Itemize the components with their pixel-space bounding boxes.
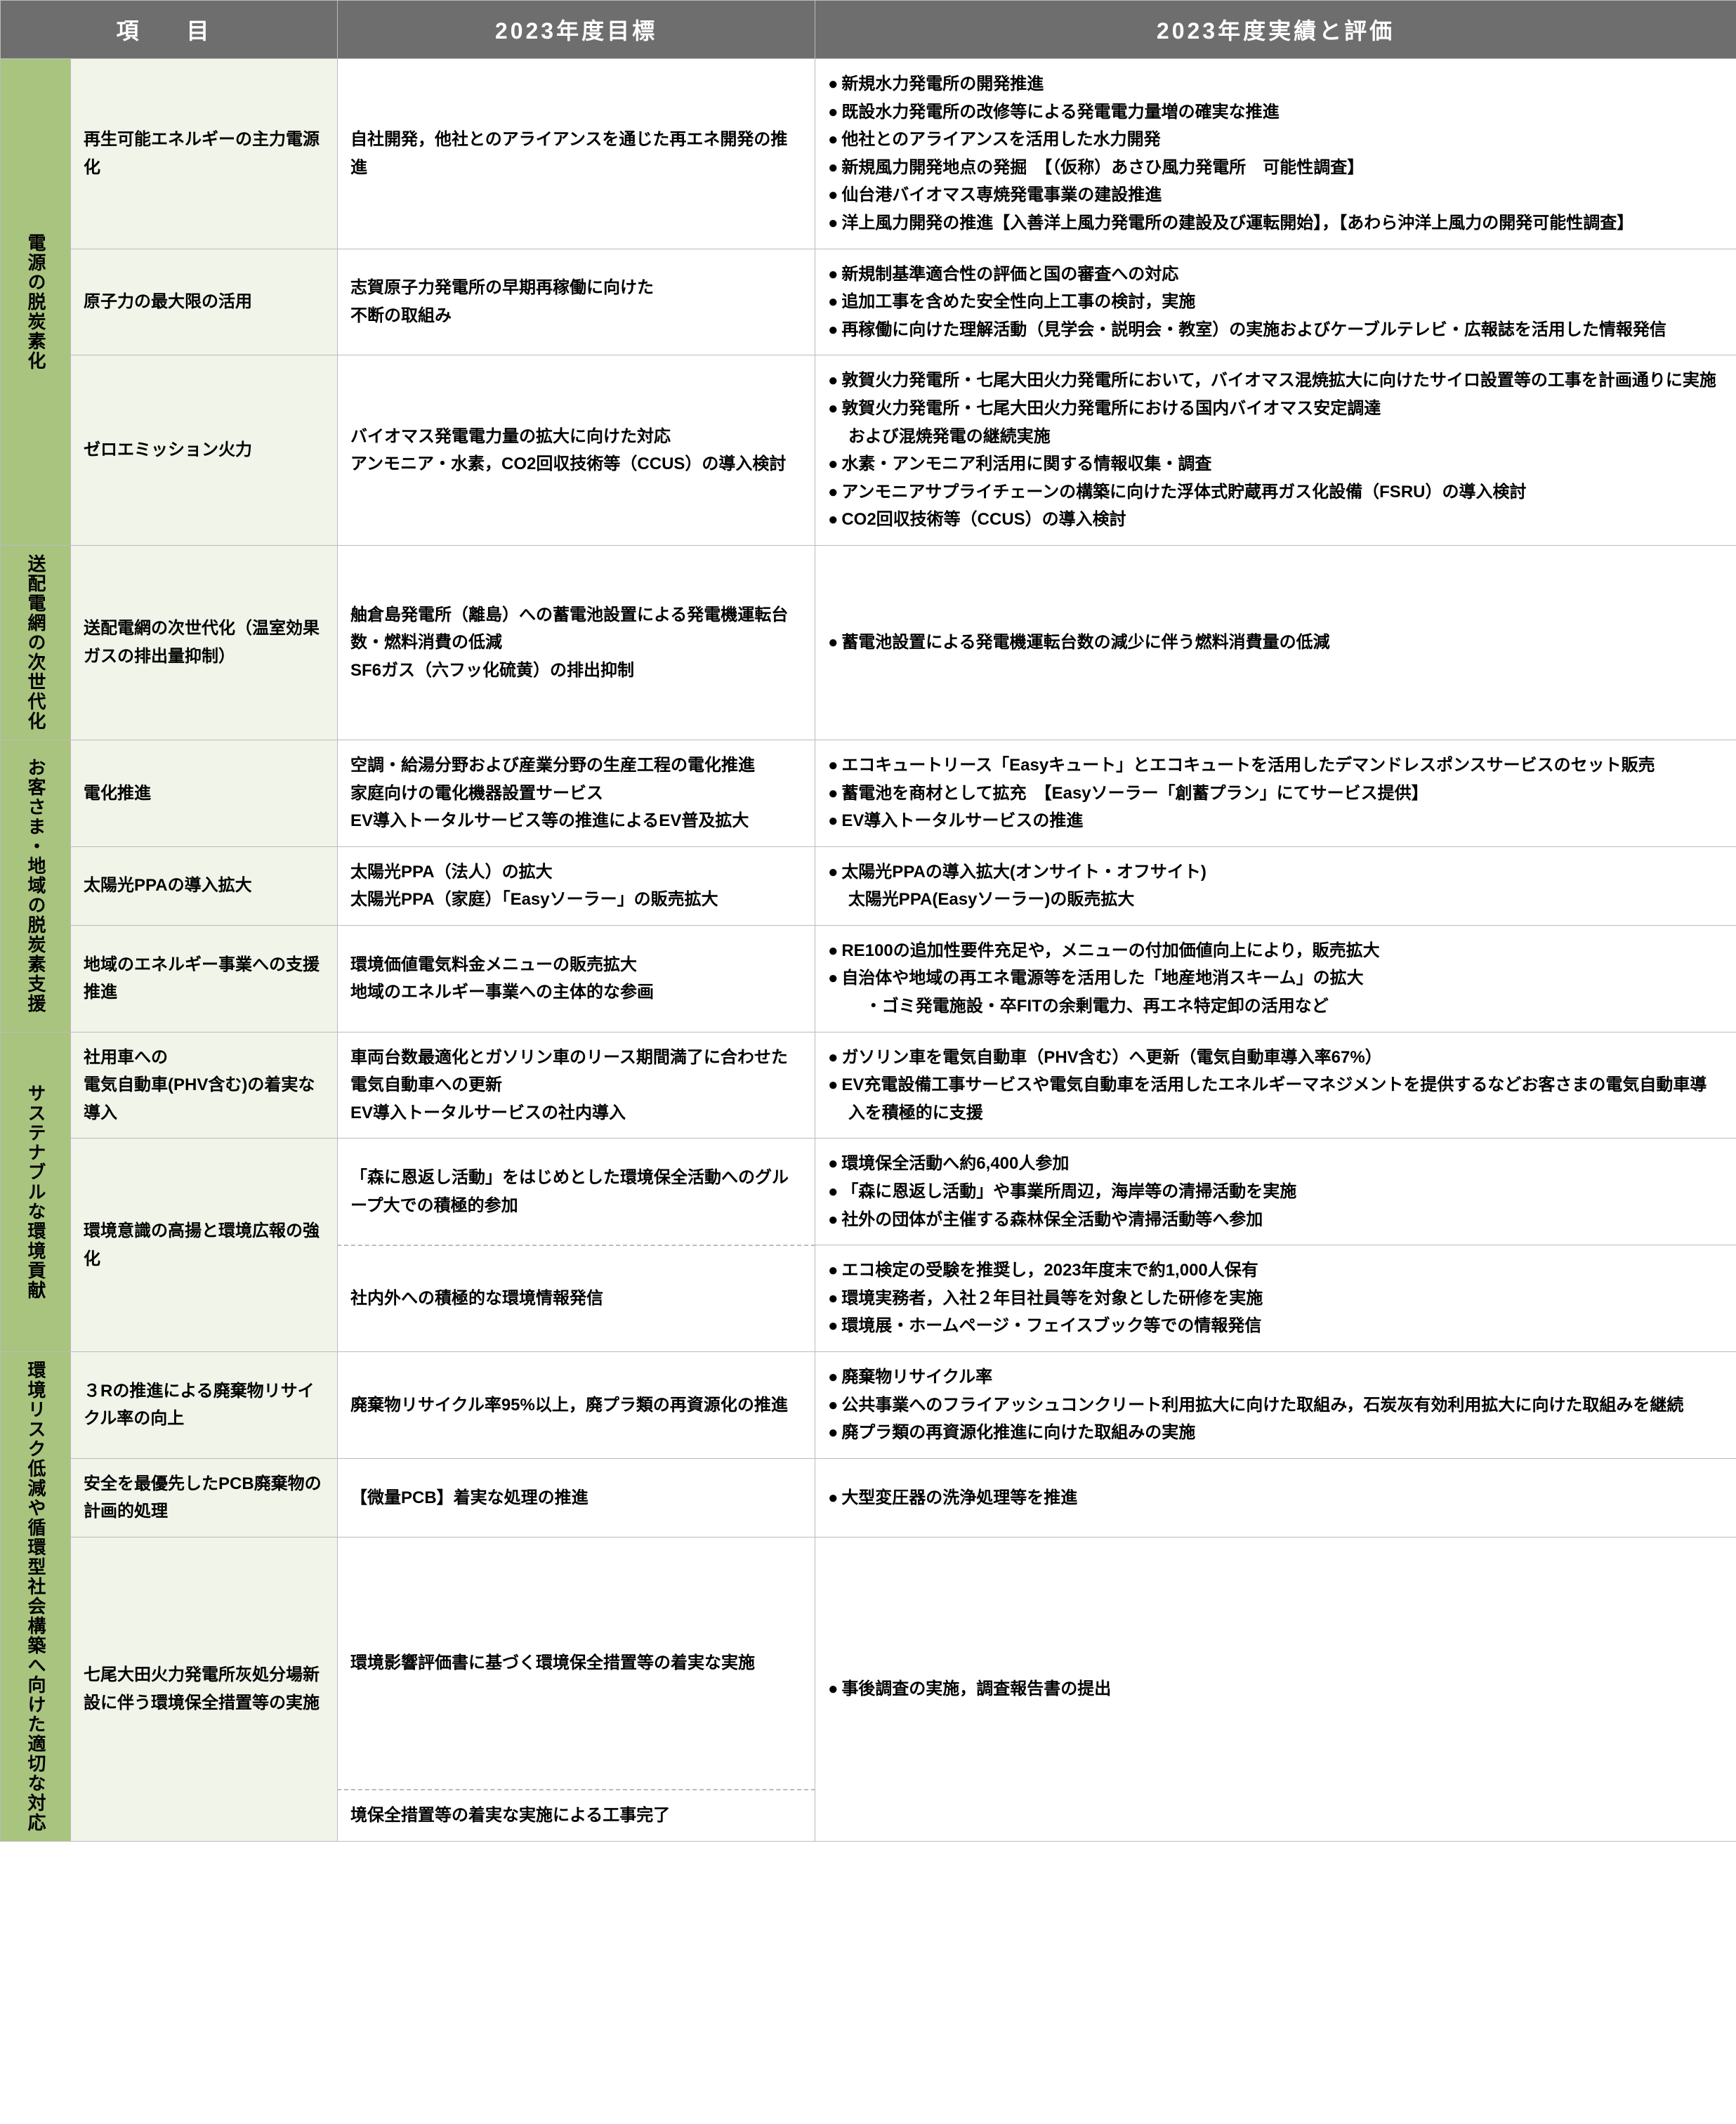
table-row: ゼロエミッション火力バイオマス発電電力量の拡大に向けた対応アンモニア・水素，CO… <box>1 355 1736 546</box>
target-cell: 環境価値電気料金メニューの販売拡大地域のエネルギー事業への主体的な参画 <box>338 925 815 1032</box>
subcategory-cell: 安全を最優先したPCB廃棄物の計画的処理 <box>71 1458 338 1537</box>
result-cell: 敦賀火力発電所・七尾大田火力発電所において，バイオマス混焼拡大に向けたサイロ設置… <box>815 355 1736 546</box>
subcategory-cell: 社用車への電気自動車(PHV含む)の着実な導入 <box>71 1032 338 1139</box>
target-cell: 自社開発，他社とのアライアンスを通じた再エネ開発の推進 <box>338 59 815 249</box>
subcategory-cell: 太陽光PPAの導入拡大 <box>71 846 338 925</box>
category-cell: 電源の脱炭素化 <box>1 59 71 546</box>
subcategory-cell: 地域のエネルギー事業への支援推進 <box>71 925 338 1032</box>
target-cell: 車両台数最適化とガソリン車のリース期間満了に合わせた電気自動車への更新EV導入ト… <box>338 1032 815 1139</box>
result-cell: 大型変圧器の洗浄処理等を推進 <box>815 1458 1736 1537</box>
table-row: 送配電網の次世代化送配電網の次世代化（温室効果ガスの排出量抑制）舳倉島発電所（離… <box>1 545 1736 740</box>
result-cell: エコ検定の受験を推奨し，2023年度末で約1,000人保有環境実務者，入社２年目… <box>815 1245 1736 1352</box>
result-cell: ガソリン車を電気自動車（PHV含む）へ更新（電気自動車導入率67%）EV充電設備… <box>815 1032 1736 1139</box>
target-cell: 環境影響評価書に基づく環境保全措置等の着実な実施 <box>338 1537 815 1790</box>
result-cell: RE100の追加性要件充足や，メニューの付加価値向上により，販売拡大自治体や地域… <box>815 925 1736 1032</box>
result-cell: エコキュートリース「Easyキュート」とエコキュートを活用したデマンドレスポンス… <box>815 740 1736 846</box>
target-cell: 志賀原子力発電所の早期再稼働に向けた不断の取組み <box>338 249 815 355</box>
subcategory-cell: 電化推進 <box>71 740 338 846</box>
target-cell: バイオマス発電電力量の拡大に向けた対応アンモニア・水素，CO2回収技術等（CCU… <box>338 355 815 546</box>
subcategory-cell: 環境意識の高揚と環境広報の強化 <box>71 1139 338 1352</box>
target-cell: 社内外への積極的な環境情報発信 <box>338 1245 815 1352</box>
target-cell: 太陽光PPA（法人）の拡大太陽光PPA（家庭）「Easyソーラー」の販売拡大 <box>338 846 815 925</box>
result-cell: 太陽光PPAの導入拡大(オンサイト・オフサイト)太陽光PPA(Easyソーラー)… <box>815 846 1736 925</box>
header-row: 項 目 2023年度目標 2023年度実績と評価 <box>1 1 1736 59</box>
table-row: 環境リスク低減や循環型社会構築へ向けた適切な対応３Rの推進による廃棄物リサイクル… <box>1 1352 1736 1459</box>
result-cell: 新規制基準適合性の評価と国の審査への対応追加工事を含めた安全性向上工事の検討，実… <box>815 249 1736 355</box>
target-cell: 舳倉島発電所（離島）への蓄電池設置による発電機運転台数・燃料消費の低減SF6ガス… <box>338 545 815 740</box>
result-cell: 事後調査の実施，調査報告書の提出 <box>815 1537 1736 1841</box>
target-cell: 空調・給湯分野および産業分野の生産工程の電化推進家庭向けの電化機器設置サービスE… <box>338 740 815 846</box>
category-cell: お客さま・地域の脱炭素支援 <box>1 740 71 1032</box>
subcategory-cell: 送配電網の次世代化（温室効果ガスの排出量抑制） <box>71 545 338 740</box>
table-row: 七尾大田火力発電所灰処分場新設に伴う環境保全措置等の実施環境影響評価書に基づく環… <box>1 1537 1736 1790</box>
target-cell: 廃棄物リサイクル率95%以上，廃プラ類の再資源化の推進 <box>338 1352 815 1459</box>
subcategory-cell: ゼロエミッション火力 <box>71 355 338 546</box>
table-row: 電源の脱炭素化再生可能エネルギーの主力電源化自社開発，他社とのアライアンスを通じ… <box>1 59 1736 249</box>
target-cell: 【微量PCB】着実な処理の推進 <box>338 1458 815 1537</box>
table-row: 太陽光PPAの導入拡大太陽光PPA（法人）の拡大太陽光PPA（家庭）「Easyソ… <box>1 846 1736 925</box>
category-cell: サステナブルな環境貢献 <box>1 1032 71 1351</box>
category-cell: 環境リスク低減や循環型社会構築へ向けた適切な対応 <box>1 1352 71 1842</box>
subcategory-cell: 再生可能エネルギーの主力電源化 <box>71 59 338 249</box>
header-result: 2023年度実績と評価 <box>815 1 1736 59</box>
header-target: 2023年度目標 <box>338 1 815 59</box>
table-row: 安全を最優先したPCB廃棄物の計画的処理【微量PCB】着実な処理の推進大型変圧器… <box>1 1458 1736 1537</box>
table-row: 地域のエネルギー事業への支援推進環境価値電気料金メニューの販売拡大地域のエネルギ… <box>1 925 1736 1032</box>
target-cell: 境保全措置等の着実な実施による工事完了 <box>338 1790 815 1841</box>
env-targets-table: 項 目 2023年度目標 2023年度実績と評価 電源の脱炭素化再生可能エネルギ… <box>0 0 1736 1842</box>
result-cell: 廃棄物リサイクル率公共事業へのフライアッシュコンクリート利用拡大に向けた取組み，… <box>815 1352 1736 1459</box>
result-cell: 蓄電池設置による発電機運転台数の減少に伴う燃料消費量の低減 <box>815 545 1736 740</box>
subcategory-cell: 原子力の最大限の活用 <box>71 249 338 355</box>
table-row: 環境意識の高揚と環境広報の強化「森に恩返し活動」をはじめとした環境保全活動へのグ… <box>1 1139 1736 1245</box>
subcategory-cell: 七尾大田火力発電所灰処分場新設に伴う環境保全措置等の実施 <box>71 1537 338 1841</box>
table-row: サステナブルな環境貢献社用車への電気自動車(PHV含む)の着実な導入車両台数最適… <box>1 1032 1736 1139</box>
header-item: 項 目 <box>1 1 338 59</box>
subcategory-cell: ３Rの推進による廃棄物リサイクル率の向上 <box>71 1352 338 1459</box>
result-cell: 新規水力発電所の開発推進既設水力発電所の改修等による発電電力量増の確実な推進他社… <box>815 59 1736 249</box>
category-cell: 送配電網の次世代化 <box>1 545 71 740</box>
table-row: お客さま・地域の脱炭素支援電化推進空調・給湯分野および産業分野の生産工程の電化推… <box>1 740 1736 846</box>
target-cell: 「森に恩返し活動」をはじめとした環境保全活動へのグループ大での積極的参加 <box>338 1139 815 1245</box>
result-cell: 環境保全活動へ約6,400人参加「森に恩返し活動」や事業所周辺，海岸等の清掃活動… <box>815 1139 1736 1245</box>
table-row: 原子力の最大限の活用志賀原子力発電所の早期再稼働に向けた不断の取組み新規制基準適… <box>1 249 1736 355</box>
